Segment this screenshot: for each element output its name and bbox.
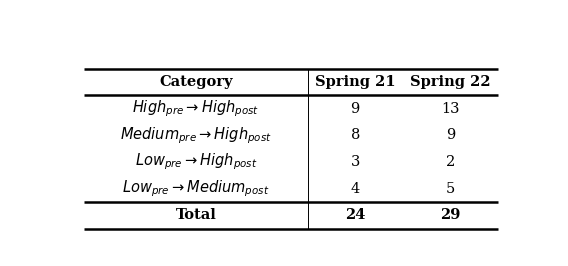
Text: 9: 9 <box>446 128 455 142</box>
Text: $\mathit{Low}_{pre} \rightarrow \mathit{Medium}_{post}$: $\mathit{Low}_{pre} \rightarrow \mathit{… <box>122 178 270 199</box>
Text: 4: 4 <box>350 182 360 196</box>
Text: Category: Category <box>159 75 233 89</box>
Text: Spring 22: Spring 22 <box>410 75 491 89</box>
Text: 5: 5 <box>446 182 455 196</box>
Text: 9: 9 <box>350 102 360 116</box>
Text: 3: 3 <box>350 155 360 169</box>
Text: Total: Total <box>176 208 216 222</box>
Text: $\mathit{Low}_{pre} \rightarrow \mathit{High}_{post}$: $\mathit{Low}_{pre} \rightarrow \mathit{… <box>135 152 257 172</box>
Text: 8: 8 <box>350 128 360 142</box>
Text: 2: 2 <box>446 155 455 169</box>
Text: $\mathit{Medium}_{pre} \rightarrow \mathit{High}_{post}$: $\mathit{Medium}_{pre} \rightarrow \math… <box>120 125 272 146</box>
Text: 29: 29 <box>440 208 461 222</box>
Text: 24: 24 <box>345 208 365 222</box>
Text: 13: 13 <box>441 102 460 116</box>
Text: $\mathit{High}_{pre} \rightarrow \mathit{High}_{post}$: $\mathit{High}_{pre} \rightarrow \mathit… <box>132 98 260 119</box>
Text: Spring 21: Spring 21 <box>315 75 395 89</box>
